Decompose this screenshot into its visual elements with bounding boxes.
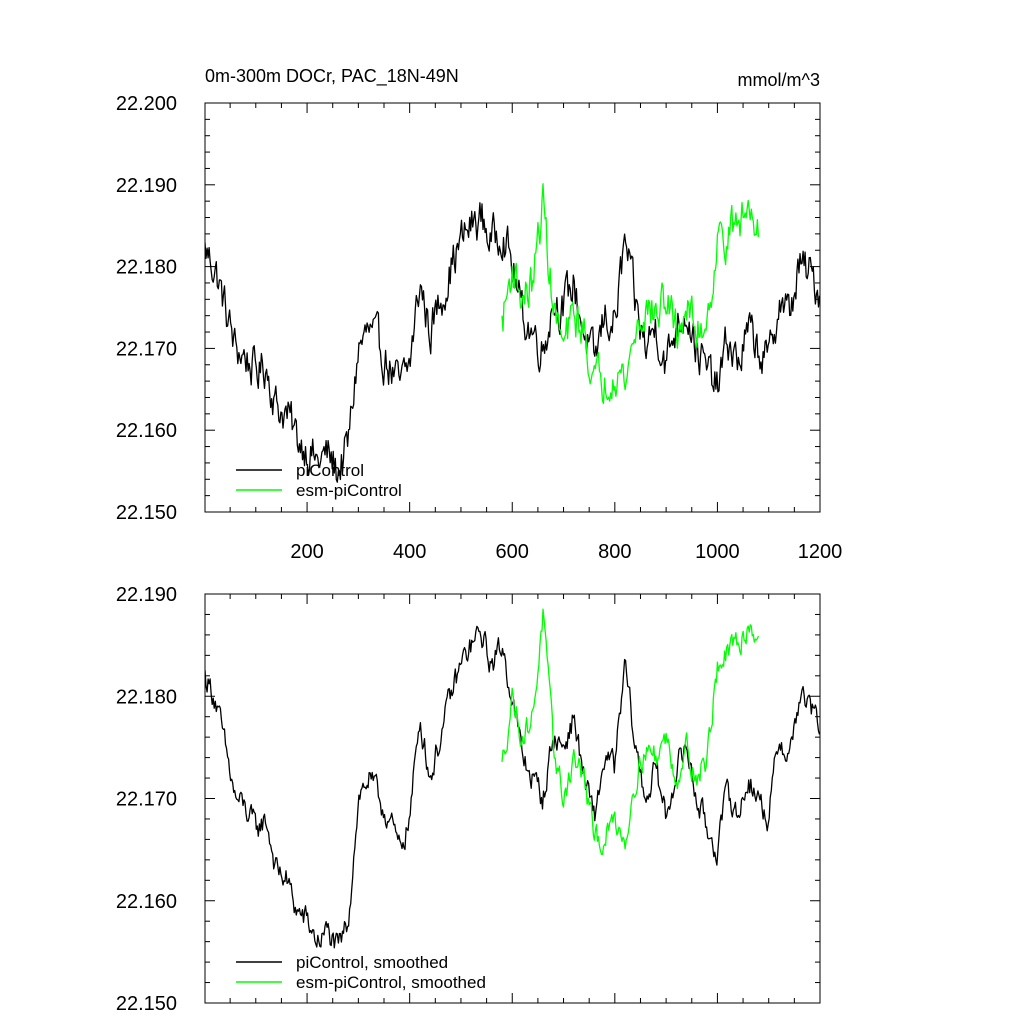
x-tick-label: 800 (598, 541, 631, 563)
y-tick-label: 22.150 (116, 502, 177, 524)
chart-title: 0m-300m DOCr, PAC_18N-49N (205, 66, 459, 87)
x-tick-label: 1200 (798, 541, 843, 563)
y-tick-label: 22.180 (116, 257, 177, 279)
legend-label: piControl (296, 461, 364, 480)
y-tick-label: 22.170 (116, 789, 177, 811)
series-line-esm-picontrol (501, 183, 760, 405)
legend-label: esm-piControl, smoothed (296, 973, 486, 992)
legend-label: piControl, smoothed (296, 953, 448, 972)
units-label: mmol/m^3 (738, 70, 820, 90)
series-line-picontrol (205, 625, 820, 949)
y-tick-label: 22.190 (116, 584, 177, 606)
x-tick-label: 400 (393, 541, 426, 563)
y-tick-label: 22.180 (116, 686, 177, 708)
plot-frame (204, 102, 821, 513)
x-tick-label: 1000 (695, 541, 740, 563)
y-tick-label: 22.160 (116, 891, 177, 913)
y-tick-label: 22.200 (116, 93, 177, 115)
x-tick-label: 600 (496, 541, 529, 563)
legend-label: esm-piControl (296, 481, 402, 500)
y-tick-label: 22.150 (116, 993, 177, 1015)
chart-panel-1: 200 400 600 800 1000 1200 22.150 22.160 22.170 22… (116, 66, 842, 563)
y-tick-label: 22.190 (116, 175, 177, 197)
series-line-esm-picontrol (501, 608, 760, 856)
x-tick-label: 200 (290, 541, 323, 563)
y-tick-label: 22.170 (116, 338, 177, 360)
plot-frame (204, 593, 821, 1004)
y-tick-label: 22.160 (116, 420, 177, 442)
chart-panel-2: 22.150 22.160 22.170 22.180 22.190 piControl,… (116, 584, 821, 1015)
